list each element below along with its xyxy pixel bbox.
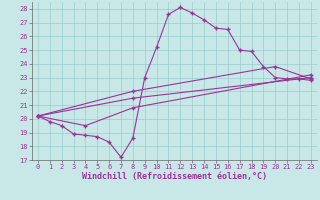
X-axis label: Windchill (Refroidissement éolien,°C): Windchill (Refroidissement éolien,°C) bbox=[82, 172, 267, 181]
